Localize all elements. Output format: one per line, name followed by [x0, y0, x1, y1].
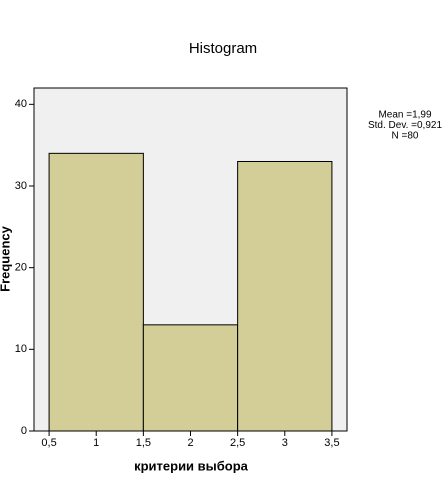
y-tick-label: 30: [15, 180, 27, 192]
bar: [48, 152, 144, 432]
x-tick-label: 1,5: [136, 437, 151, 449]
x-tick-label: 0,5: [41, 437, 56, 449]
y-tick-label: 10: [15, 343, 27, 355]
bar: [237, 161, 333, 432]
y-tick-label: 20: [15, 262, 27, 274]
stat-text: Mean =1,99: [378, 110, 432, 121]
y-axis-title: Frequency: [0, 225, 12, 292]
stat-text: Std. Dev. =0,921: [368, 120, 442, 131]
chart-title: Histogram: [189, 40, 257, 57]
x-tick-label: 3,5: [324, 437, 339, 449]
stat-text: N =80: [392, 131, 419, 142]
x-axis-title: критерии выбора: [134, 458, 249, 473]
x-tick-label: 1: [93, 437, 99, 449]
x-tick-label: 2,5: [230, 437, 245, 449]
y-tick-label: 0: [21, 425, 27, 437]
x-tick-label: 2: [187, 437, 193, 449]
x-tick-label: 3: [282, 437, 288, 449]
y-tick-label: 40: [15, 98, 27, 110]
bar: [142, 324, 239, 432]
